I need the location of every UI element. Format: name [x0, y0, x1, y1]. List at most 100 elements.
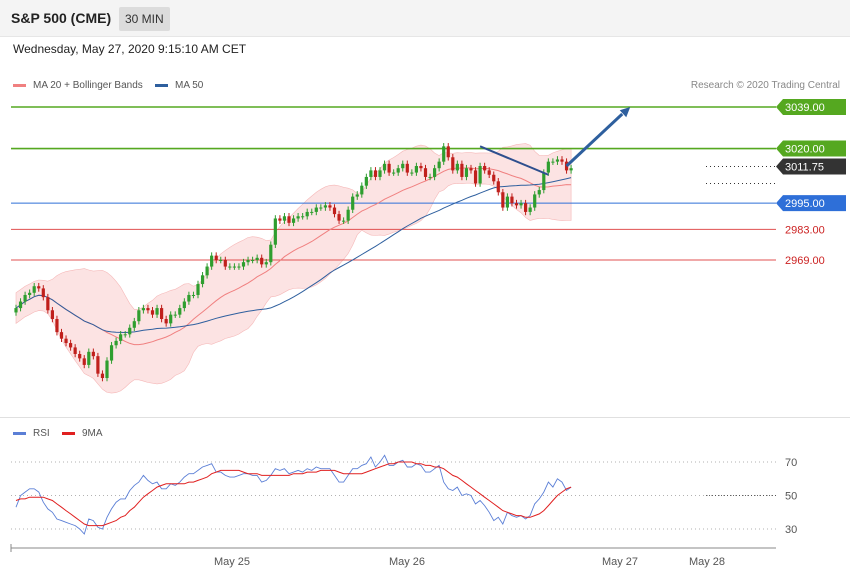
candle-body [537, 190, 541, 195]
candle-body [287, 216, 291, 223]
level-label-3020.00: 3020.00 [785, 144, 825, 156]
rsi-label: RSI [33, 428, 50, 439]
candle-body [169, 314, 173, 324]
candle-body [346, 209, 350, 221]
ma20-label: MA 20 + Bollinger Bands [33, 80, 143, 91]
candle-body [437, 161, 441, 169]
candle-body [542, 172, 546, 191]
candle-body [78, 353, 82, 359]
candle-body [55, 319, 59, 333]
candle-body [164, 319, 168, 324]
candle-body [464, 168, 469, 177]
candle-body [196, 284, 200, 295]
x-tick-may-25: May 25 [214, 556, 250, 568]
candle-body [396, 168, 400, 173]
candle-body [278, 218, 282, 221]
projection-arrow-head [619, 107, 631, 118]
candle-body [401, 163, 405, 169]
candle-body [501, 192, 505, 208]
candle-body [423, 168, 428, 177]
trendline [479, 145, 549, 176]
candle-body [555, 159, 560, 162]
candle-body [301, 216, 305, 218]
level-label-2969.00: 2969.00 [785, 255, 825, 267]
candle-body [46, 297, 50, 311]
candle-body [328, 205, 332, 208]
candle-body [473, 170, 478, 184]
candle-body [323, 205, 327, 208]
candle-body [314, 207, 318, 212]
candle-body [483, 166, 487, 171]
candle-body [505, 196, 509, 208]
candle-body [260, 257, 264, 265]
legend-rsi: RSI [13, 428, 50, 439]
candle-body [64, 338, 68, 344]
projection-arrow-shaft [565, 112, 624, 168]
bollinger-band [15, 143, 572, 394]
candle-body [50, 310, 54, 320]
candle-body [273, 218, 277, 245]
candle-body [410, 172, 414, 174]
candle-body [200, 275, 205, 285]
candle-body [205, 266, 209, 276]
candle-body [178, 308, 182, 315]
candle-body [69, 343, 73, 348]
candle-body [533, 194, 537, 208]
level-label-2995.00: 2995.00 [785, 198, 825, 210]
candle-body [132, 321, 136, 328]
candle-body [355, 194, 359, 197]
candle-body [119, 334, 123, 341]
candle-body [546, 161, 550, 173]
candle-body [296, 216, 300, 219]
candle-body [446, 146, 450, 158]
candle-body [524, 203, 528, 212]
candle-body [351, 196, 355, 210]
candle-body [419, 166, 423, 169]
candle-body [291, 218, 296, 223]
candle-body [492, 174, 496, 182]
candle-body [510, 196, 514, 204]
x-tick-may-28: May 28 [689, 556, 725, 568]
candle-body [319, 207, 323, 209]
candle-body [469, 168, 473, 171]
ma50-swatch [155, 84, 168, 87]
candle-body [519, 203, 523, 206]
candle-body [455, 163, 459, 171]
candle-body [28, 292, 32, 295]
candle-body [237, 266, 241, 268]
candle-body [173, 314, 177, 316]
level-tag-3011.75 [776, 158, 846, 175]
candle-body [392, 172, 396, 174]
candle-body [141, 308, 145, 311]
level-label-3039.00: 3039.00 [785, 102, 825, 114]
candle-body [14, 308, 18, 313]
candle-body [214, 255, 218, 260]
ma20-swatch [13, 84, 26, 87]
candle-body [382, 163, 387, 171]
candle-body [305, 211, 309, 217]
candle-body [59, 332, 64, 339]
candle-body [73, 347, 77, 354]
candle-body [373, 170, 378, 177]
rsi-series-rsi [15, 454, 572, 535]
panel-separator [0, 417, 850, 418]
candle-body [387, 163, 391, 173]
candle-body [23, 294, 27, 302]
candle-body [128, 327, 132, 335]
candle-body [232, 266, 236, 268]
ma9-label: 9MA [82, 428, 103, 439]
candle-body [100, 373, 105, 379]
candle-body [32, 286, 36, 293]
level-tag-3039.00 [776, 99, 846, 115]
candle-body [514, 203, 519, 206]
candle-body [332, 207, 337, 215]
candle-body [114, 340, 118, 346]
timeframe-badge[interactable]: 30 MIN [119, 7, 170, 31]
candle-body [187, 294, 191, 302]
legend-9ma: 9MA [62, 428, 103, 439]
candle-body [87, 351, 91, 365]
candle-body [369, 170, 373, 177]
candle-body [251, 260, 255, 261]
candle-body [37, 286, 41, 289]
